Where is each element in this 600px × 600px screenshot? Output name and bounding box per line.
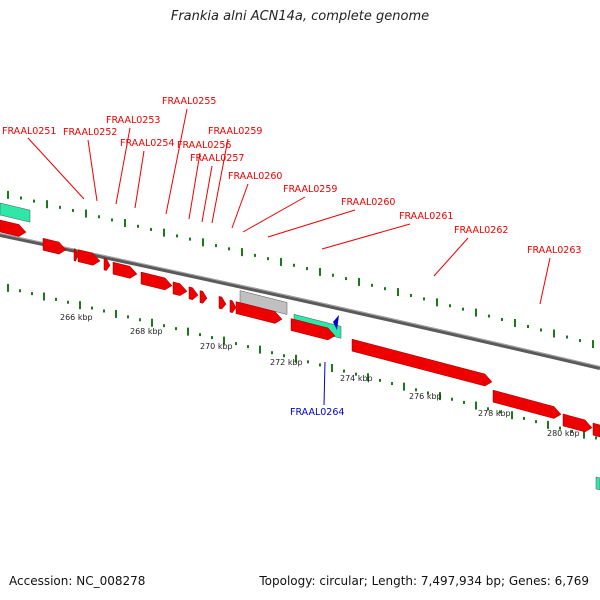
gene-arrow bbox=[0, 219, 27, 237]
gene-arrow bbox=[199, 290, 208, 304]
gene-label: FRAAL0257 bbox=[190, 153, 244, 164]
gene-label: FRAAL0262 bbox=[454, 225, 508, 236]
label-leader-line bbox=[323, 361, 326, 406]
label-leader-line bbox=[27, 137, 85, 200]
rna-feature bbox=[0, 202, 31, 223]
gene-arrow bbox=[229, 299, 237, 313]
gene-arrow bbox=[218, 296, 227, 310]
label-leader-line bbox=[321, 223, 411, 250]
label-leaders bbox=[27, 108, 551, 406]
gene-label: FRAAL0251 bbox=[2, 126, 56, 137]
gene-arrow bbox=[290, 318, 336, 341]
page-title: Frankia alni ACN14a, complete genome bbox=[170, 9, 430, 24]
genome-summary-text: Topology: circular; Length: 7,497,934 bp… bbox=[259, 574, 589, 588]
label-leader-line bbox=[201, 165, 213, 223]
label-leader-line bbox=[165, 108, 188, 215]
gene-label: FRAAL0263 bbox=[527, 245, 581, 256]
label-leader-line bbox=[231, 183, 249, 229]
gene-arrow bbox=[592, 422, 600, 438]
coordinate-label: 268 kbp bbox=[130, 327, 163, 336]
coordinate-label: 276 kbp bbox=[409, 392, 442, 401]
label-leader-line bbox=[115, 127, 131, 205]
label-leader-line bbox=[539, 257, 551, 305]
accession-text: Accession: NC_008278 bbox=[9, 574, 146, 588]
gene-arrow bbox=[73, 248, 79, 262]
coordinate-labels: 266 kbp 268 kbp 270 kbp 272 kbp 274 kbp 276 k… bbox=[60, 313, 580, 438]
gene-label: FRAAL0256 bbox=[177, 140, 231, 151]
gene-label: FRAAL0255 bbox=[162, 96, 216, 107]
label-leader-line bbox=[188, 152, 201, 220]
gene-label: FRAAL0253 bbox=[106, 115, 160, 126]
gene-arrow bbox=[103, 257, 111, 271]
reverse-gene-marker bbox=[333, 315, 339, 330]
gene-arrow bbox=[188, 286, 199, 301]
gene-arrow bbox=[77, 249, 101, 266]
coordinate-label: 280 kbp bbox=[547, 429, 580, 438]
label-leader-line bbox=[242, 196, 306, 233]
gene-label: FRAAL0260 bbox=[341, 197, 395, 208]
gene-label: FRAAL0252 bbox=[63, 127, 117, 138]
gene-label: FRAAL0259 bbox=[283, 184, 337, 195]
upper-tick-track bbox=[7, 190, 594, 349]
gene-arrow bbox=[351, 338, 493, 387]
gene-label: FRAAL0260 bbox=[228, 171, 282, 182]
gene-arrow bbox=[235, 301, 283, 324]
label-leader-line bbox=[134, 150, 145, 209]
gene-label: FRAAL0264 bbox=[290, 407, 344, 418]
gene-label: FRAAL0261 bbox=[399, 211, 453, 222]
coordinate-label: 270 kbp bbox=[200, 342, 233, 351]
gene-arrow bbox=[42, 237, 67, 255]
gene-track bbox=[0, 202, 600, 491]
gene-labels: FRAAL0251 FRAAL0252FRAAL0253FRAAL0254FRAA… bbox=[2, 96, 581, 418]
coordinate-label: 266 kbp bbox=[60, 313, 93, 322]
gene-arrow bbox=[172, 281, 188, 296]
label-leader-line bbox=[211, 138, 229, 224]
coordinate-label: 272 kbp bbox=[270, 358, 303, 367]
rna-feature bbox=[595, 476, 600, 491]
coordinate-label: 278 kbp bbox=[478, 409, 511, 418]
label-leader-line bbox=[433, 237, 469, 277]
gene-arrow bbox=[112, 261, 138, 279]
gene-arrow bbox=[562, 413, 593, 433]
label-leader-line bbox=[87, 139, 98, 202]
gene-arrow bbox=[140, 271, 173, 291]
pseudogene-feature bbox=[239, 290, 288, 315]
lower-tick-track bbox=[7, 283, 597, 440]
gene-label: FRAAL0254 bbox=[120, 138, 174, 149]
gene-label: FRAAL0259 bbox=[208, 126, 262, 137]
coordinate-label: 274 kbp bbox=[340, 374, 373, 383]
gene-arrow bbox=[492, 389, 562, 419]
label-leader-line bbox=[267, 209, 356, 238]
